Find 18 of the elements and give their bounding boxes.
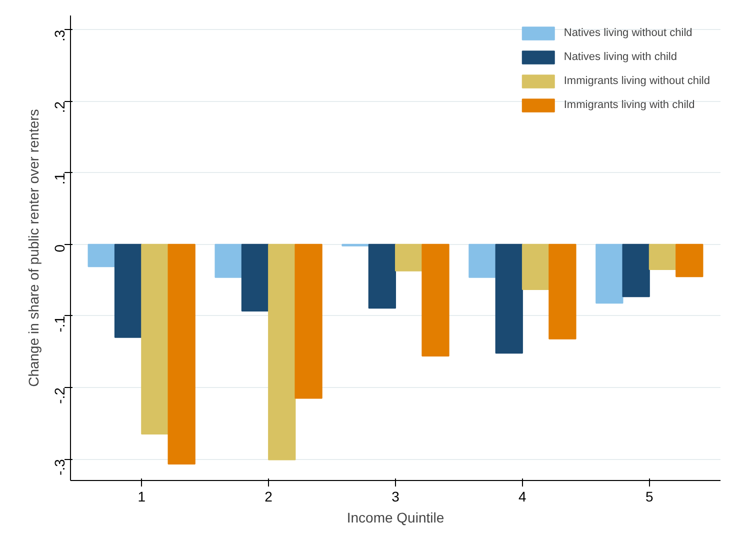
y-tick-label: -.3 <box>52 458 68 476</box>
y-tick-label: .2 <box>52 101 68 114</box>
y-tick-label: 0 <box>52 244 68 252</box>
legend-label: Natives living with child <box>564 51 677 63</box>
y-axis-title: Change in share of public renter over renters <box>26 109 42 387</box>
x-axis-title: Income Quintile <box>346 510 444 526</box>
legend-label: Natives living without child <box>564 27 692 39</box>
x-tick-label: 3 <box>392 488 400 504</box>
x-tick-label: 2 <box>264 488 273 504</box>
x-tick-label: 1 <box>138 488 146 504</box>
x-tick-label: 4 <box>518 488 527 504</box>
y-tick-label: -.2 <box>52 387 68 404</box>
legend-label: Immigrants living without child <box>564 75 710 87</box>
legend-label: Immigrants living with child <box>564 99 695 111</box>
y-tick-label: .1 <box>52 172 68 185</box>
y-tick-label: .3 <box>52 30 68 42</box>
x-tick-label: 5 <box>646 488 654 504</box>
y-tick-label: -.1 <box>52 316 68 332</box>
